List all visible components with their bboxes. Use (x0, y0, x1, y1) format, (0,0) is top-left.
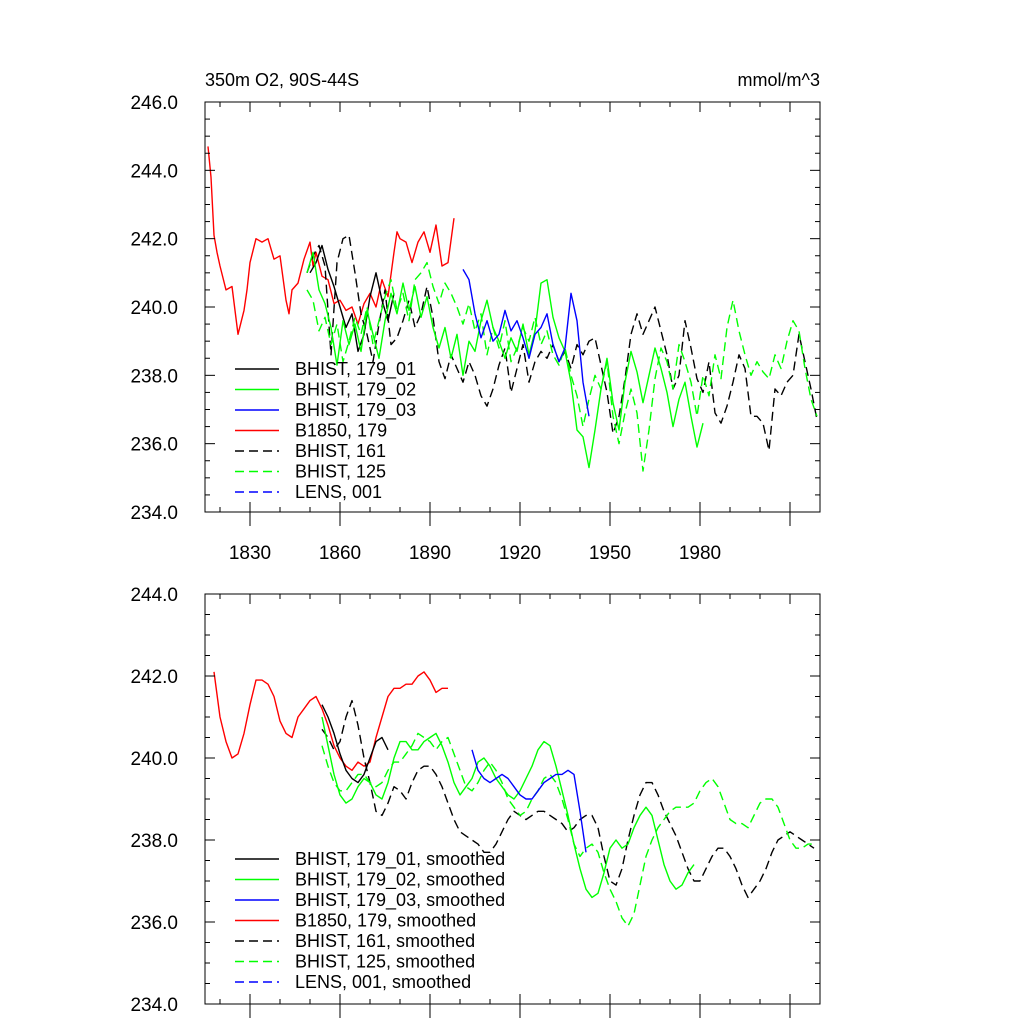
bottom-series-b1850-179-smoothed (213, 671, 448, 771)
bottom-legend-label: LENS, 001, smoothed (295, 972, 471, 992)
top-legend-label: BHIST, 161 (295, 441, 386, 461)
bottom-ytick-label: 236.0 (130, 913, 178, 934)
top-xtick-label: 1950 (589, 543, 631, 564)
bottom-legend-label: B1850, 179, smoothed (295, 911, 476, 931)
top-series-bhist-179-03 (462, 269, 590, 417)
bottom-tick-layer: 234.0 236.0 238.0 240.0 242.0 244.0 (130, 585, 820, 1018)
top-ytick-label: 244.0 (130, 161, 178, 182)
bottom-legend-label: BHIST, 179_02, smoothed (295, 870, 505, 891)
bottom-ytick-label: 234.0 (130, 995, 178, 1016)
bottom-ytick-label: 242.0 (130, 667, 178, 688)
top-ytick-label: 234.0 (130, 503, 178, 524)
bottom-plot-frame (204, 593, 821, 1005)
top-series-layer (207, 146, 818, 472)
top-tick-layer: 234.0 236.0 238.0 240.0 242.0 244.0 246.0 1830 1… (130, 93, 820, 564)
top-ytick-label: 246.0 (130, 93, 178, 114)
bottom-ytick-label: 240.0 (130, 749, 178, 770)
top-title-left: 350m O2, 90S-44S (205, 70, 359, 90)
bottom-panel: 234.0 236.0 238.0 240.0 242.0 244.0 BHIST, 17… (130, 585, 821, 1018)
bottom-series-bhist-179-03-smoothed (471, 749, 587, 853)
top-series-bhist-161 (306, 234, 818, 452)
bottom-series-bhist-179-01-smoothed (321, 704, 389, 784)
top-legend-label: BHIST, 179_02 (295, 380, 416, 401)
top-ytick-label: 240.0 (130, 298, 178, 319)
top-xtick-label: 1860 (319, 543, 361, 564)
bottom-series-bhist-125-smoothed (321, 732, 814, 927)
bottom-legend-label: BHIST, 179_01, smoothed (295, 849, 505, 870)
top-xtick-label: 1830 (229, 543, 271, 564)
top-ytick-label: 238.0 (130, 366, 178, 387)
top-xtick-label: 1920 (499, 543, 541, 564)
top-legend-label: BHIST, 179_01 (295, 359, 416, 380)
top-ytick-label: 242.0 (130, 230, 178, 251)
top-plot-frame (204, 101, 821, 513)
top-xtick-label: 1980 (679, 543, 721, 564)
bottom-series-bhist-161-smoothed (321, 699, 815, 899)
top-xtick-label: 1890 (409, 543, 451, 564)
top-legend-label: BHIST, 179_03 (295, 400, 416, 421)
top-legend-label: LENS, 001 (295, 482, 382, 502)
top-legend-label: BHIST, 125 (295, 462, 386, 482)
top-legend-label: B1850, 179 (295, 421, 387, 441)
bottom-ytick-label: 238.0 (130, 831, 178, 852)
bottom-legend-label: BHIST, 161, smoothed (295, 931, 475, 951)
top-panel: 350m O2, 90S-44S mmol/m^3 234.0 236.0 238.… (130, 70, 821, 564)
bottom-legend-label: BHIST, 179_03, smoothed (295, 890, 505, 911)
top-title-right: mmol/m^3 (738, 70, 820, 90)
top-series-bhist-179-01 (309, 244, 395, 353)
bottom-series-bhist-179-02-smoothed (321, 716, 695, 899)
bottom-legend-label: BHIST, 125, smoothed (295, 952, 475, 972)
bottom-ytick-label: 244.0 (130, 585, 178, 606)
top-series-bhist-179-02 (306, 251, 704, 469)
top-ytick-label: 236.0 (130, 435, 178, 456)
bottom-series-layer (213, 671, 815, 927)
top-series-b1850-179 (207, 146, 455, 335)
